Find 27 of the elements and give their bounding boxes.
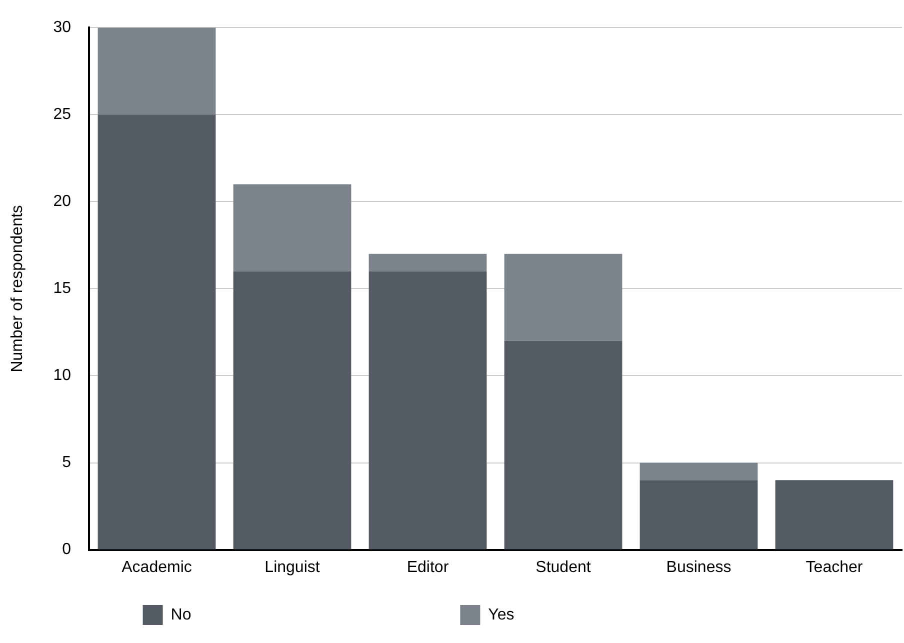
y-tick-label: 10 (53, 367, 72, 384)
bar (98, 114, 216, 550)
y-tick-label: 0 (62, 541, 72, 558)
y-tick-label: 20 (53, 193, 72, 210)
y-tick-label: 5 (62, 454, 72, 472)
x-tick-label: Linguist (264, 558, 320, 576)
x-tick-label: Student (536, 558, 592, 576)
x-tick-label: Academic (122, 558, 192, 576)
bar (368, 254, 487, 272)
y-axis-title: Number of respondents (9, 205, 26, 372)
bar (504, 340, 622, 550)
y-tick-label: 25 (53, 106, 72, 124)
bar (98, 28, 216, 115)
y-tick-label: 15 (53, 280, 72, 298)
y-tick-label: 30 (53, 19, 72, 36)
bar (640, 462, 758, 480)
legend-label: Yes (488, 606, 764, 624)
bar (233, 271, 352, 550)
bar (640, 480, 758, 550)
bar (368, 271, 487, 550)
bar (504, 254, 622, 341)
legend-label: No (170, 606, 440, 624)
bar (775, 480, 894, 550)
x-tick-label: Teacher (806, 558, 864, 576)
x-tick-label: Editor (406, 558, 450, 576)
x-tick-label: Business (666, 558, 732, 576)
bar (233, 184, 352, 272)
